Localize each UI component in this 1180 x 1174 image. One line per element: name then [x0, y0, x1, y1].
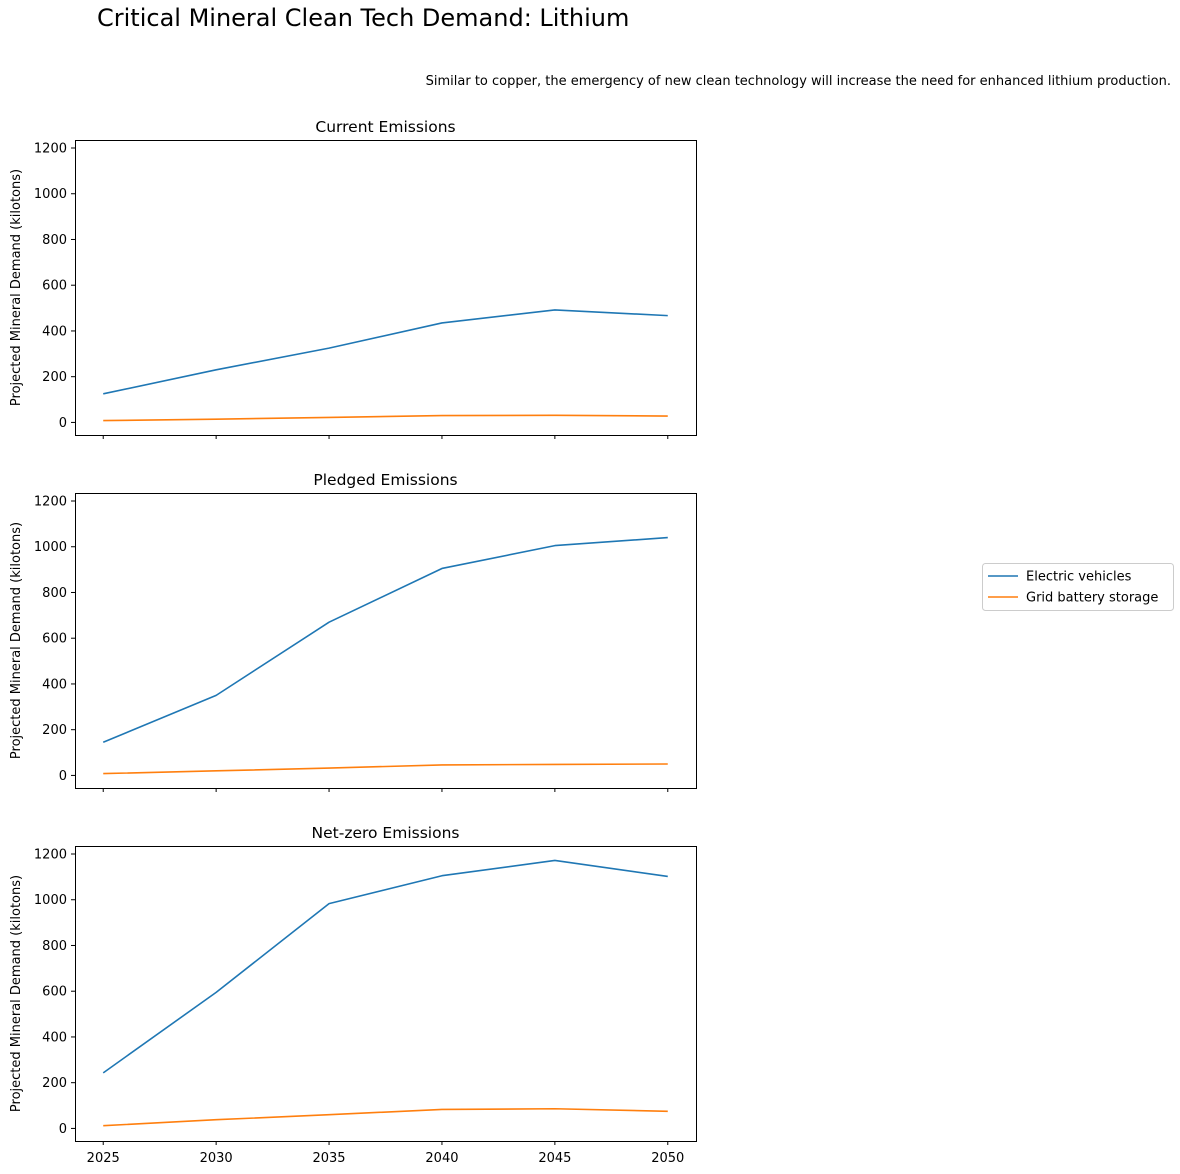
- y-tick-label: 200: [42, 370, 67, 385]
- y-tick-label: 400: [42, 677, 67, 692]
- y-tick-label: 400: [42, 1030, 67, 1045]
- y-axis-label: Projected Mineral Demand (kilotons): [9, 169, 24, 406]
- x-tick-label: 2030: [200, 1151, 233, 1166]
- y-tick-label: 1000: [34, 187, 67, 202]
- legend-frame: [982, 563, 1174, 611]
- grid-battery-storage-line: [103, 414, 668, 422]
- y-tick-label: 200: [42, 723, 67, 738]
- figure-subtitle: Similar to copper, the emergency of new …: [425, 74, 1171, 89]
- legend: Electric vehicles Grid battery storage: [982, 563, 1174, 611]
- y-tick-label: 800: [42, 939, 67, 954]
- electric-vehicles-line: [102, 536, 668, 743]
- legend-label: Electric vehicles: [1026, 570, 1132, 585]
- chart-panel-1: Current Emissions Projected Mineral Deman…: [9, 118, 697, 439]
- y-tick-label: 1000: [34, 540, 67, 555]
- axes-frame: [75, 493, 697, 789]
- x-tick-label: 2040: [425, 1151, 458, 1166]
- chart-panel-2: Pledged Emissions Projected Mineral Deman…: [9, 471, 697, 792]
- y-tick-label: 800: [42, 586, 67, 601]
- y-tick-label: 600: [42, 632, 67, 647]
- y-tick-label: 1200: [34, 495, 67, 510]
- grid-battery-storage-line: [103, 1107, 668, 1127]
- y-tick-label: 600: [42, 985, 67, 1000]
- y-tick-label: 800: [42, 233, 67, 248]
- y-tick-label: 600: [42, 279, 67, 294]
- axes-frame: [75, 140, 697, 436]
- chart-panel-3: Net-zero Emissions Projected Mineral Dema…: [9, 824, 697, 1166]
- y-tick-label: 400: [42, 324, 67, 339]
- panel-title: Net-zero Emissions: [312, 824, 460, 842]
- y-tick-label: 0: [59, 1122, 67, 1137]
- y-axis-label: Projected Mineral Demand (kilotons): [9, 875, 24, 1112]
- legend-label: Grid battery storage: [1026, 591, 1158, 606]
- y-axis-label: Projected Mineral Demand (kilotons): [9, 522, 24, 759]
- x-tick-label: 2045: [538, 1151, 571, 1166]
- panel-title: Pledged Emissions: [313, 471, 457, 489]
- figure-title: Critical Mineral Clean Tech Demand: Lith…: [97, 4, 630, 32]
- y-tick-label: 1000: [34, 893, 67, 908]
- y-tick-label: 0: [59, 769, 67, 784]
- x-tick-label: 2025: [87, 1151, 120, 1166]
- y-tick-label: 1200: [34, 142, 67, 157]
- y-tick-label: 1200: [34, 848, 67, 863]
- y-tick-label: 200: [42, 1076, 67, 1091]
- electric-vehicles-line: [103, 309, 668, 395]
- x-tick-label: 2050: [651, 1151, 684, 1166]
- y-tick-label: 0: [59, 416, 67, 431]
- grid-battery-storage-line: [103, 763, 668, 775]
- electric-vehicles-line: [102, 859, 668, 1074]
- panel-title: Current Emissions: [315, 118, 455, 136]
- axes-frame: [75, 846, 697, 1142]
- x-tick-label: 2035: [312, 1151, 345, 1166]
